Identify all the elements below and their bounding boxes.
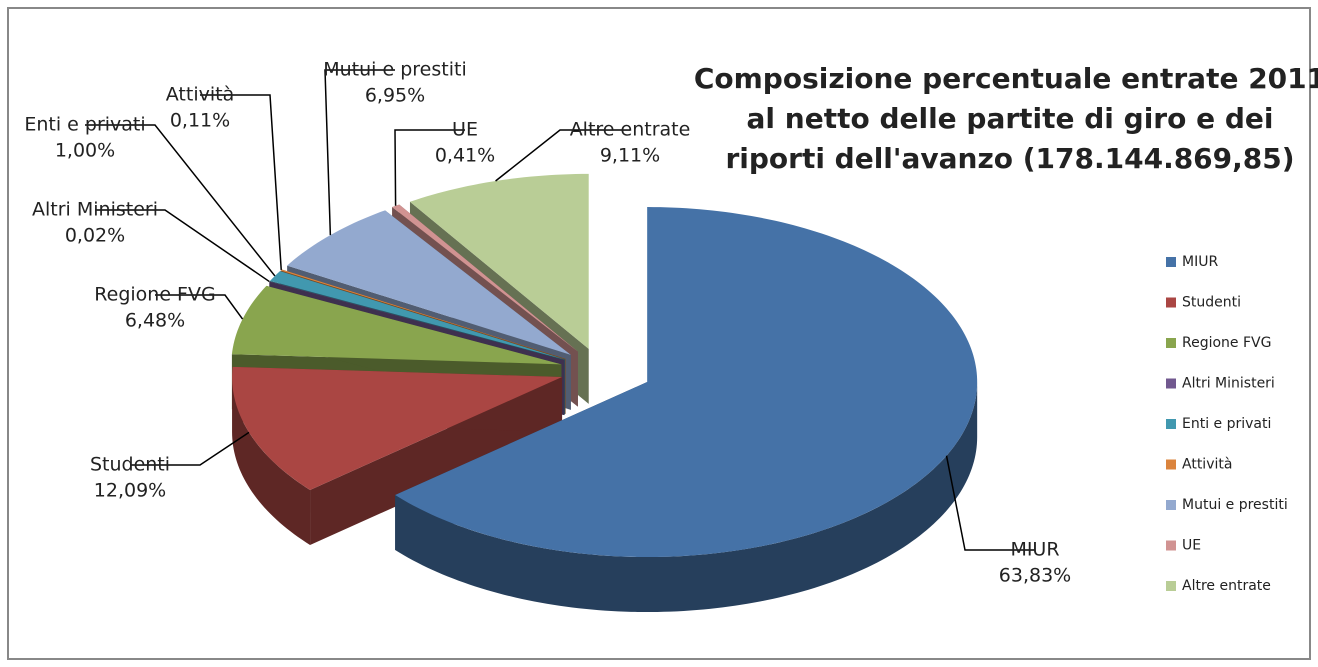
slice-side [232, 376, 311, 545]
slice-label: Regione FVG [94, 284, 215, 306]
leader-line [155, 294, 244, 320]
chart-title: riporti dell'avanzo (178.144.869,85) [725, 142, 1294, 175]
legend-swatch [1166, 297, 1176, 308]
legend-swatch [1166, 540, 1176, 551]
legend-swatch [1166, 378, 1176, 389]
slice-label: MIUR [1010, 539, 1059, 561]
legend-label: Regione FVG [1182, 335, 1271, 351]
slice-value-label: 0,11% [170, 110, 230, 132]
leader-line [130, 431, 250, 466]
slice-label: Altri Ministeri [32, 199, 158, 221]
slice [409, 173, 589, 349]
leader-line [85, 124, 276, 277]
slice [231, 285, 562, 365]
leader-line [394, 129, 465, 206]
slice-label: Altre entrate [570, 119, 691, 141]
slice [392, 204, 578, 352]
legend-swatch [1166, 581, 1176, 591]
slice-value-label: 0,41% [435, 145, 495, 167]
legend-swatch [1166, 500, 1176, 510]
slice [395, 207, 978, 558]
slice-value-label: 9,11% [600, 145, 660, 167]
pie [231, 173, 978, 613]
leader-line [945, 455, 1035, 551]
chart-title: Composizione percentuale entrate 2011 [694, 62, 1318, 95]
slice [280, 269, 566, 359]
leader-line [324, 69, 395, 236]
slice-value-label: 12,09% [94, 480, 166, 502]
legend-label: MIUR [1182, 254, 1218, 270]
slice-label: UE [452, 119, 478, 141]
legend-label: Attività [1182, 457, 1232, 473]
legend: MIUR Studenti Regione FVG Altri Ministeri En… [1166, 254, 1288, 594]
legend-label: Altri Ministeri [1182, 376, 1275, 392]
legend-label: Mutui e prestiti [1182, 497, 1288, 513]
legend-label: Studenti [1182, 295, 1241, 311]
slice-label: Attività [166, 84, 234, 106]
legend-swatch [1166, 419, 1176, 429]
legend-label: Altre entrate [1182, 578, 1271, 594]
legend-label: Enti e privati [1182, 416, 1271, 432]
leader-line [200, 94, 282, 271]
leader-line [95, 209, 270, 283]
slice-value-label: 1,00% [55, 140, 115, 162]
slice-label: Studenti [90, 454, 170, 476]
title: Composizione percentuale entrate 2011 al … [694, 62, 1318, 175]
legend-swatch [1166, 257, 1176, 267]
labels: MIUR 63,83% Studenti 12,09% Regione FVG 6,48%… [24, 59, 1071, 587]
slice-side [395, 382, 978, 613]
slice-value-label: 6,95% [365, 85, 425, 107]
legend-swatch [1166, 338, 1176, 348]
slice-value-label: 0,02% [65, 225, 125, 247]
slice [270, 271, 565, 360]
slice [269, 281, 565, 361]
leader-line [495, 129, 630, 182]
slice [232, 366, 563, 490]
legend-label: UE [1182, 538, 1201, 554]
slice-value-label: 6,48% [125, 310, 185, 332]
slice-label: Enti e privati [24, 114, 145, 136]
slice-label: Mutui e prestiti [323, 59, 466, 81]
slice [287, 210, 571, 355]
chart-title: al netto delle partite di giro e dei [747, 102, 1274, 135]
slice-value-label: 63,83% [999, 565, 1071, 587]
legend-swatch [1166, 459, 1176, 470]
